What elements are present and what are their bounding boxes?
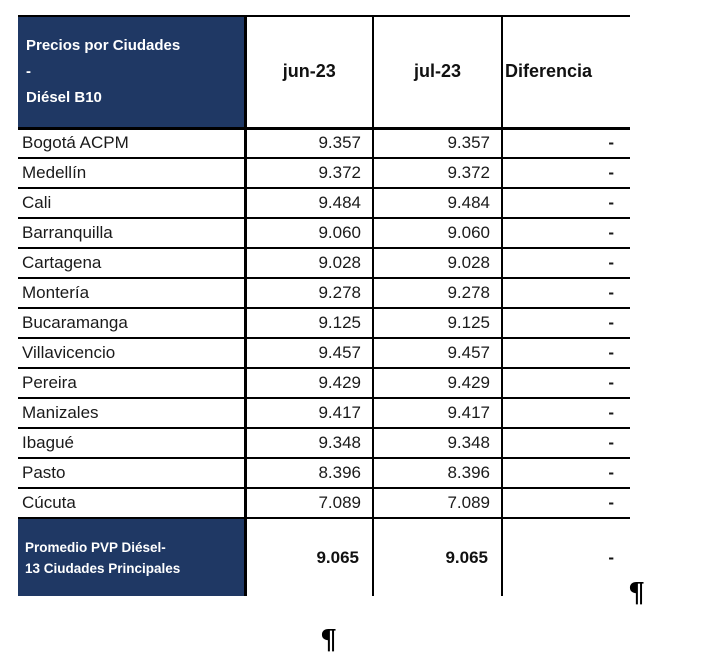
- diff-value: -: [502, 158, 630, 189]
- table-row: Medellín 9.372 9.372 -: [18, 158, 630, 189]
- diff-value: -: [502, 458, 630, 489]
- city-prices-table: Precios por Ciudades - Diésel B10 jun-23…: [18, 15, 630, 596]
- column-header-diferencia: Diferencia: [502, 15, 630, 130]
- city-cell: Cúcuta: [18, 488, 247, 519]
- pilcrow-mark-icon: ¶: [628, 578, 646, 609]
- table-row: Cúcuta 7.089 7.089 -: [18, 488, 630, 519]
- table-title-line3: Diésel B10: [26, 88, 102, 106]
- jul-value: 9.028: [373, 248, 503, 279]
- city-cell: Ibagué: [18, 428, 247, 459]
- diff-value: -: [502, 188, 630, 219]
- jul-value: 9.348: [373, 428, 503, 459]
- jun-value: 9.028: [245, 248, 374, 279]
- jul-value: 9.278: [373, 278, 503, 309]
- diff-value: -: [502, 308, 630, 339]
- total-jun-value: 9.065: [245, 518, 374, 596]
- jun-value: 9.348: [245, 428, 374, 459]
- jul-value: 9.484: [373, 188, 503, 219]
- jul-value: 9.372: [373, 158, 503, 189]
- table-title-line2: -: [26, 62, 31, 80]
- jul-value: 9.417: [373, 398, 503, 429]
- jun-value: 9.372: [245, 158, 374, 189]
- table-row: Cali 9.484 9.484 -: [18, 188, 630, 219]
- total-label-line2: 13 Ciudades Principales: [25, 560, 181, 576]
- city-cell: Barranquilla: [18, 218, 247, 249]
- city-cell: Bucaramanga: [18, 308, 247, 339]
- jul-value: 9.060: [373, 218, 503, 249]
- total-label-line1: Promedio PVP Diésel-: [25, 539, 166, 555]
- total-row: Promedio PVP Diésel- 13 Ciudades Princip…: [18, 518, 630, 596]
- city-cell: Cali: [18, 188, 247, 219]
- city-cell: Villavicencio: [18, 338, 247, 369]
- total-label: Promedio PVP Diésel- 13 Ciudades Princip…: [18, 518, 247, 596]
- jul-value: 9.457: [373, 338, 503, 369]
- city-cell: Montería: [18, 278, 247, 309]
- diff-value: -: [502, 338, 630, 369]
- city-cell: Manizales: [18, 398, 247, 429]
- diff-value: -: [502, 218, 630, 249]
- table-row: Montería 9.278 9.278 -: [18, 278, 630, 309]
- jul-value: 7.089: [373, 488, 503, 519]
- city-cell: Cartagena: [18, 248, 247, 279]
- diff-value: -: [502, 248, 630, 279]
- diff-value: -: [502, 128, 630, 159]
- table-title-line1: Precios por Ciudades: [26, 36, 181, 54]
- table-row: Manizales 9.417 9.417 -: [18, 398, 630, 429]
- pilcrow-mark-icon: ¶: [320, 625, 338, 656]
- diff-value: -: [502, 278, 630, 309]
- diff-value: -: [502, 398, 630, 429]
- table-row: Ibagué 9.348 9.348 -: [18, 428, 630, 459]
- city-cell: Bogotá ACPM: [18, 128, 247, 159]
- total-diff-value: -: [502, 518, 630, 596]
- total-jul-value: 9.065: [373, 518, 503, 596]
- jul-value: 9.429: [373, 368, 503, 399]
- jun-value: 9.429: [245, 368, 374, 399]
- table-row: Pasto 8.396 8.396 -: [18, 458, 630, 489]
- jun-value: 9.125: [245, 308, 374, 339]
- table-row: Bucaramanga 9.125 9.125 -: [18, 308, 630, 339]
- jun-value: 9.457: [245, 338, 374, 369]
- jun-value: 9.060: [245, 218, 374, 249]
- document-page: { "colors": { "header_navy": "#1f3864", …: [18, 15, 646, 654]
- jun-value: 7.089: [245, 488, 374, 519]
- jul-value: 8.396: [373, 458, 503, 489]
- city-cell: Pasto: [18, 458, 247, 489]
- jul-value: 9.357: [373, 128, 503, 159]
- header-row: Precios por Ciudades - Diésel B10 jun-23…: [18, 15, 630, 130]
- diff-value: -: [502, 368, 630, 399]
- table-row: Cartagena 9.028 9.028 -: [18, 248, 630, 279]
- jun-value: 9.357: [245, 128, 374, 159]
- table-row: Villavicencio 9.457 9.457 -: [18, 338, 630, 369]
- city-cell: Medellín: [18, 158, 247, 189]
- city-cell: Pereira: [18, 368, 247, 399]
- table-row: Pereira 9.429 9.429 -: [18, 368, 630, 399]
- table-title: Precios por Ciudades - Diésel B10: [18, 15, 247, 130]
- column-header-jul-23: jul-23: [373, 15, 503, 130]
- table-row: Bogotá ACPM 9.357 9.357 -: [18, 128, 630, 159]
- diff-value: -: [502, 428, 630, 459]
- jul-value: 9.125: [373, 308, 503, 339]
- jun-value: 9.484: [245, 188, 374, 219]
- diff-value: -: [502, 488, 630, 519]
- table-row: Barranquilla 9.060 9.060 -: [18, 218, 630, 249]
- column-header-jun-23: jun-23: [245, 15, 374, 130]
- jun-value: 9.278: [245, 278, 374, 309]
- jun-value: 8.396: [245, 458, 374, 489]
- jun-value: 9.417: [245, 398, 374, 429]
